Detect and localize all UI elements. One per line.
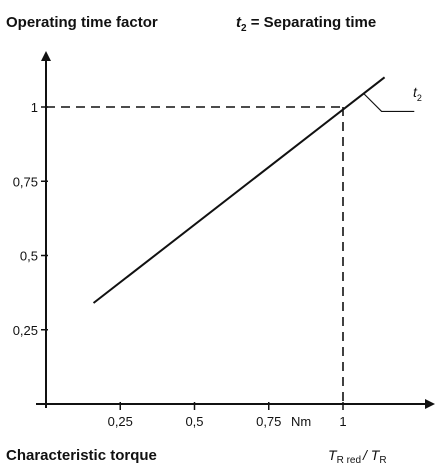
x-tick-label: 0,5: [185, 414, 203, 429]
curve-label-leader: [363, 93, 415, 113]
x-ratio-den: / T: [362, 447, 381, 463]
x-axis-title: Characteristic torque: [6, 447, 157, 464]
x-ratio-label: TR red / TR: [328, 447, 387, 466]
x-tick-label: 0,25: [108, 414, 133, 429]
chart-marks: 0,25 0,5 0,75 1 0,25 0,5 0,75 1: [13, 76, 415, 429]
y-tick-label: 0,5: [20, 249, 38, 264]
y-tick-label: 1: [31, 100, 38, 115]
x-ratio-num: T: [328, 447, 338, 463]
title-right-sub: 2: [241, 23, 247, 34]
x-tick-label: 0,75: [256, 414, 281, 429]
curve-label: t2: [413, 84, 422, 103]
x-ratio-den-sub: R: [379, 455, 386, 466]
curve-label-var: t: [413, 84, 418, 100]
y-tick-label: 0,25: [13, 323, 38, 338]
chart-title-left: Operating time factor: [6, 14, 158, 31]
x-unit-label: Nm: [291, 414, 311, 429]
series-line: [92, 76, 386, 304]
chart-title-right: t2 = Separating time: [236, 14, 376, 34]
title-right-var: t: [236, 14, 242, 31]
curve-label-sub: 2: [417, 93, 422, 103]
y-tick-label: 0,75: [13, 174, 38, 189]
title-right-text: = Separating time: [247, 14, 377, 31]
x-tick-label: 1: [339, 414, 346, 429]
x-ratio-num-sub: R red: [337, 455, 361, 466]
